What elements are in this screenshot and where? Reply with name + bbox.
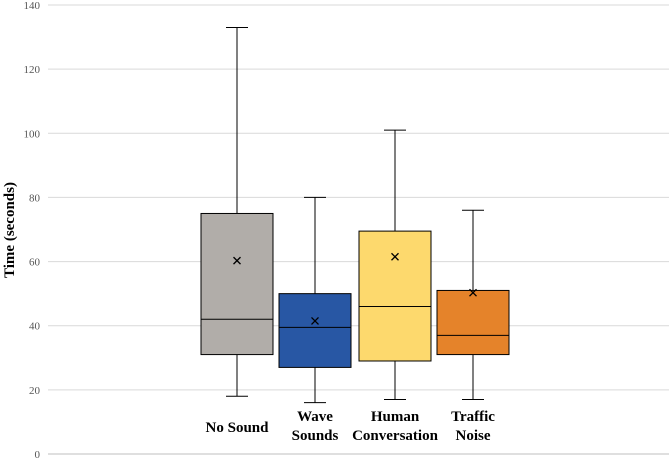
box-group bbox=[200, 26, 274, 397]
mean-marker bbox=[311, 316, 319, 325]
y-tick-label: 0 bbox=[35, 449, 41, 460]
box-group bbox=[358, 129, 432, 400]
gridlines bbox=[48, 4, 669, 455]
category-label: Wave Sounds bbox=[292, 409, 339, 444]
y-tick-label: 20 bbox=[29, 385, 41, 397]
y-tick-label: 140 bbox=[24, 0, 41, 12]
mean-marker bbox=[391, 252, 399, 261]
y-tick-label: 120 bbox=[24, 64, 41, 76]
category-label: Human Conversation bbox=[352, 409, 438, 444]
iqr-box bbox=[358, 230, 432, 362]
mean-marker bbox=[233, 256, 241, 265]
category-label: Traffic Noise bbox=[451, 409, 495, 444]
boxes bbox=[200, 26, 510, 404]
y-axis: 0 20 40 60 80 100 120 140 bbox=[24, 0, 41, 460]
y-tick-label: 100 bbox=[24, 128, 41, 140]
y-tick-label: 60 bbox=[29, 257, 41, 269]
mean-marker bbox=[469, 288, 477, 297]
category-labels: No Sound Wave Sounds Human Conversation Traff… bbox=[206, 409, 496, 444]
box-group bbox=[436, 209, 510, 400]
iqr-box bbox=[278, 293, 352, 368]
y-axis-label: Time (seconds) bbox=[2, 182, 18, 278]
category-label: No Sound bbox=[206, 420, 270, 436]
iqr-box bbox=[200, 212, 274, 356]
y-tick-label: 40 bbox=[29, 321, 41, 333]
y-tick-label: 80 bbox=[29, 192, 41, 204]
iqr-box bbox=[436, 289, 510, 356]
box-group bbox=[278, 196, 352, 404]
